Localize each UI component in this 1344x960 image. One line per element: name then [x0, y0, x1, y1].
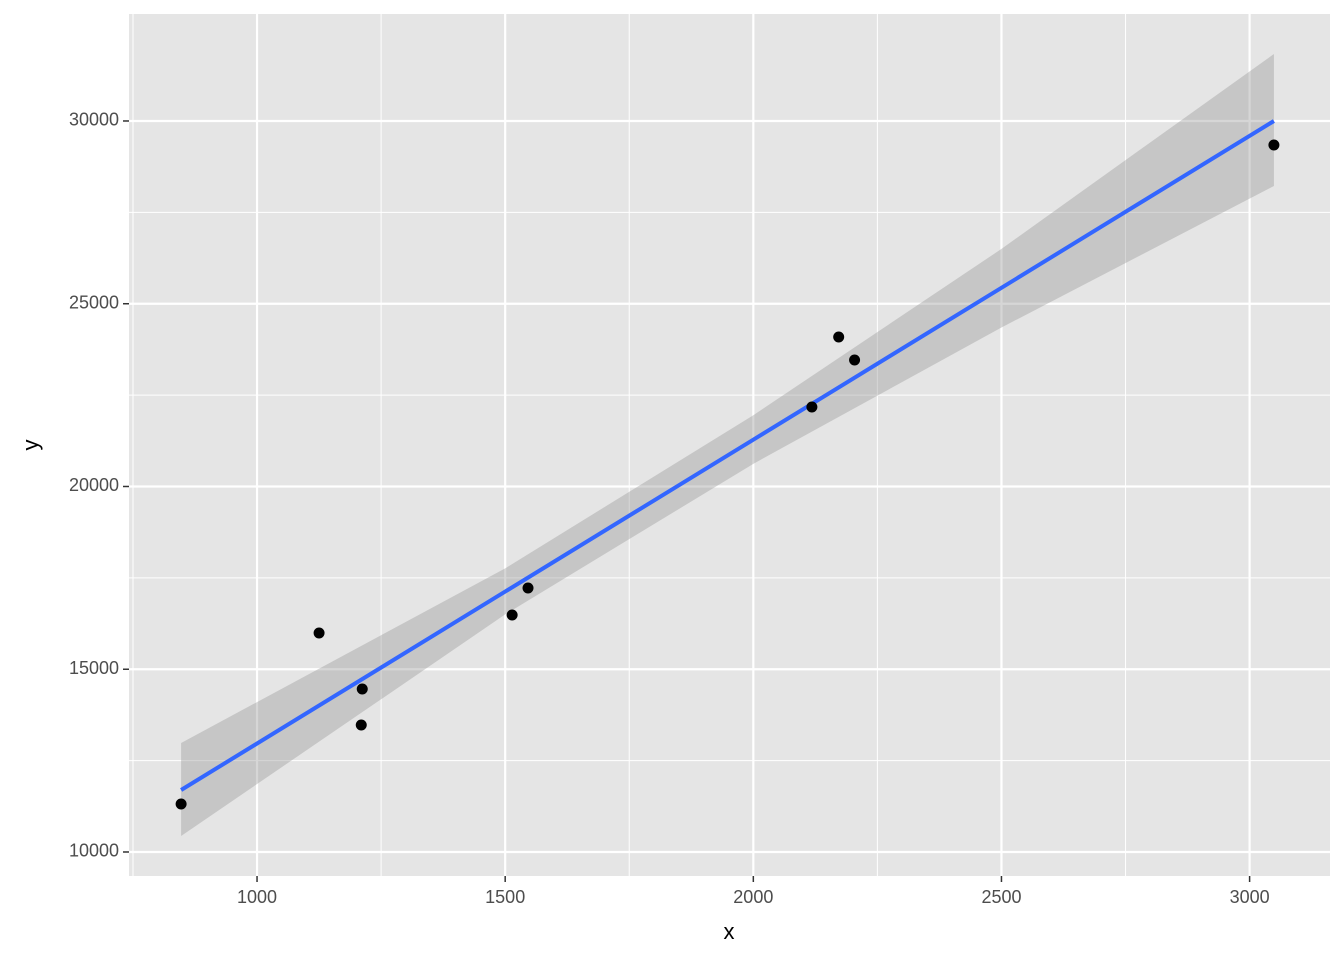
point [356, 683, 368, 695]
y-tick-label: 15000 [69, 658, 119, 678]
y-tick-label: 30000 [69, 110, 119, 130]
x-axis-title: x [724, 919, 735, 944]
point [355, 719, 367, 731]
x-tick-label: 1500 [485, 887, 525, 907]
point [522, 582, 534, 594]
y-tick-label: 25000 [69, 292, 119, 312]
x-tick-label: 2500 [981, 887, 1021, 907]
confidence-band [181, 53, 1274, 836]
y-axis-title: y [18, 440, 43, 451]
point [849, 354, 861, 366]
x-tick-label: 1000 [237, 887, 277, 907]
point [806, 401, 818, 413]
x-tick-label: 2000 [733, 887, 773, 907]
point [1268, 139, 1280, 151]
panel [129, 14, 1330, 876]
fit-line [180, 119, 1275, 792]
point [313, 627, 325, 639]
y-tick-label: 10000 [69, 841, 119, 861]
point [506, 609, 518, 621]
x-tick-label: 3000 [1230, 887, 1270, 907]
point [833, 331, 845, 343]
y-tick-label: 20000 [69, 475, 119, 495]
point [175, 798, 187, 810]
